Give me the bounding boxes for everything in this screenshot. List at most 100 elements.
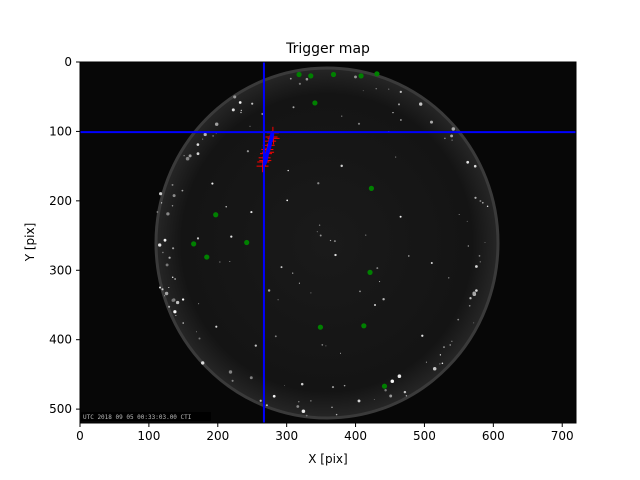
star-point — [397, 374, 402, 378]
star-point — [400, 119, 402, 121]
fisheye-horizon-ring — [154, 66, 500, 420]
catalog-star-point — [191, 241, 197, 247]
star-point — [259, 399, 262, 402]
star-point — [164, 291, 169, 296]
star-point — [181, 189, 184, 192]
star-point — [375, 88, 377, 90]
star-point — [448, 277, 450, 279]
x-tick-label: 0 — [76, 429, 84, 443]
x-tick-label: 300 — [275, 429, 298, 443]
star-point — [196, 237, 200, 240]
y-tick-label: 500 — [49, 402, 72, 416]
star-point — [182, 322, 184, 324]
star-point — [373, 303, 377, 307]
star-point — [201, 361, 205, 365]
sky-stars — [156, 75, 489, 417]
star-point — [202, 138, 204, 140]
star-point — [233, 95, 237, 99]
star-point — [441, 362, 444, 365]
star-point — [265, 404, 268, 407]
star-point — [305, 414, 308, 417]
star-point — [158, 243, 162, 247]
y-tick-label: 100 — [49, 124, 72, 138]
star-point — [395, 156, 397, 158]
star-point — [382, 297, 385, 301]
star-point — [316, 231, 318, 233]
y-tick-label: 400 — [49, 333, 72, 347]
star-point — [388, 88, 390, 90]
star-point — [292, 272, 294, 274]
star-point — [478, 255, 481, 257]
catalog-star-point — [367, 269, 373, 275]
star-point — [329, 239, 332, 242]
x-tick-label: 400 — [344, 429, 367, 443]
star-point — [249, 376, 253, 380]
star-point — [405, 395, 408, 397]
y-axis-label: Y [pix] — [23, 223, 37, 263]
star-point — [168, 305, 171, 308]
star-point — [318, 224, 321, 226]
star-point — [198, 337, 201, 340]
star-point — [305, 77, 309, 81]
star-point — [171, 205, 174, 207]
star-point — [321, 344, 324, 346]
star-point — [365, 234, 367, 236]
star-point — [475, 265, 478, 268]
star-point — [333, 240, 336, 243]
star-point — [362, 90, 364, 92]
catalog-star-point — [213, 212, 219, 218]
catalog-star-point — [358, 73, 364, 79]
star-point — [479, 200, 482, 202]
star-point — [272, 394, 276, 398]
star-point — [430, 261, 433, 265]
star-point — [301, 409, 306, 413]
star-point — [298, 282, 300, 284]
timestamp-overlay: UTC 2018 09 05 00:33:03.00 CTI — [83, 414, 192, 421]
star-point — [359, 290, 361, 293]
star-point — [185, 156, 190, 161]
x-axis-ticks: 0 100 200 300 400 500 600 700 — [76, 423, 574, 443]
star-point — [231, 379, 234, 382]
star-point — [443, 346, 445, 349]
star-point — [379, 281, 381, 283]
star-point — [408, 255, 410, 257]
star-point — [161, 288, 164, 291]
star-point — [228, 370, 233, 374]
timestamp-overlay-bg — [81, 412, 211, 421]
star-point — [398, 103, 400, 106]
star-point — [175, 314, 177, 317]
star-point — [211, 182, 214, 185]
catalog-star-point — [381, 383, 388, 389]
star-point — [310, 400, 312, 402]
star-point — [298, 82, 301, 85]
star-point — [171, 276, 174, 279]
star-point — [173, 310, 177, 314]
y-tick-label: 0 — [64, 55, 72, 69]
star-point — [289, 77, 292, 80]
star-point — [486, 205, 489, 208]
star-point — [399, 215, 402, 218]
star-point — [472, 291, 476, 296]
star-point — [249, 125, 251, 127]
star-point — [425, 361, 427, 363]
star-point — [212, 135, 214, 137]
catalog-star-point — [361, 323, 367, 329]
star-point — [449, 344, 451, 346]
star-point — [450, 134, 454, 138]
star-point — [172, 194, 176, 198]
star-point — [334, 253, 337, 257]
star-point — [325, 345, 327, 347]
star-point — [274, 335, 277, 338]
chart-title: Trigger map — [285, 41, 370, 57]
star-point — [196, 152, 200, 156]
star-point — [250, 211, 253, 214]
star-point — [280, 266, 283, 269]
star-point — [389, 394, 393, 398]
star-point — [215, 325, 218, 328]
star-point — [240, 109, 242, 112]
star-point — [310, 292, 312, 294]
star-point — [277, 299, 279, 301]
star-point — [390, 379, 395, 383]
star-point — [468, 304, 471, 307]
